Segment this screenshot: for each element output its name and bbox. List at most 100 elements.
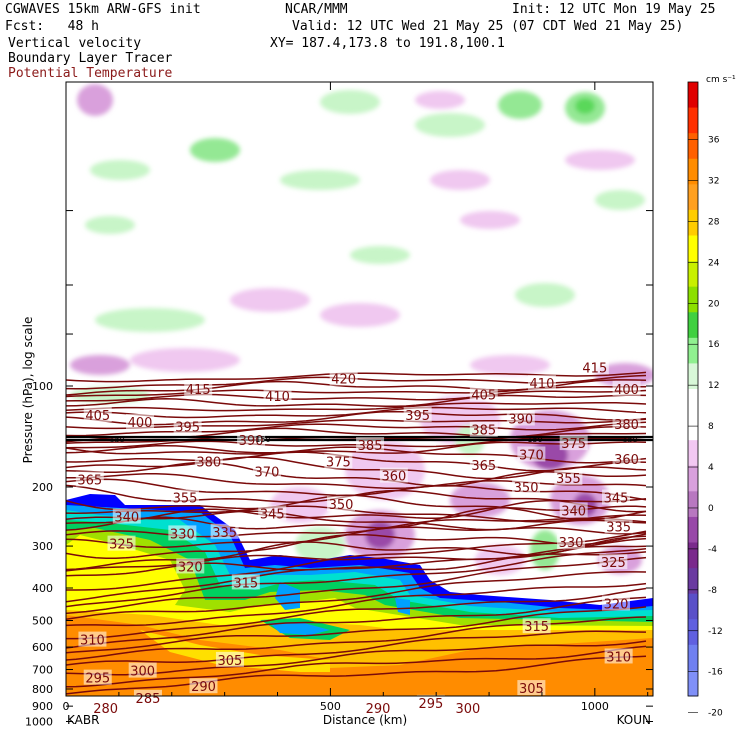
colorbar-label: -4	[708, 545, 717, 555]
isentrope-label-bg	[554, 469, 583, 485]
isentrope-label: 375	[561, 437, 586, 452]
isentrope-label: 320	[178, 560, 203, 575]
y-tick-label: 700	[32, 664, 53, 677]
x-axis: 0 500 1000	[63, 82, 649, 713]
colorbar-label: 36	[708, 136, 720, 146]
isentrope-label-bg	[263, 387, 292, 403]
init-time: Init: 12 UTC Mon 19 May 25	[512, 2, 716, 17]
colorbar-segment	[688, 82, 698, 109]
isentrope-label: 320	[604, 598, 629, 613]
colorbar-label: 16	[708, 340, 720, 350]
isentrope-label-bg	[215, 651, 244, 667]
tropopause-label: 150	[109, 435, 124, 444]
field-boundary-layer-tracer: Boundary Layer Tracer	[8, 51, 173, 66]
y-tick-label: 800	[32, 683, 53, 696]
x-right-endpoint: KOUN	[617, 713, 651, 727]
isentrope-label-bg	[612, 380, 641, 396]
isentrope-label-bg	[133, 689, 162, 705]
isentrope-label: 370	[519, 448, 544, 463]
isentrope	[66, 630, 647, 666]
isentrope-label-bg	[231, 574, 260, 590]
isentrope-label: 330	[170, 527, 195, 542]
y-tick-label: 300	[32, 540, 53, 553]
isentrope-label: 400	[128, 416, 153, 431]
isentrope-label: 385	[471, 424, 496, 439]
isentrope-label: 285	[136, 692, 161, 707]
isentrope	[66, 394, 647, 408]
isentrope-label-bg	[469, 421, 498, 437]
isentrope-label-bg	[170, 489, 199, 505]
isentrope-label-bg	[112, 508, 141, 524]
isentrope-label-bg	[506, 410, 535, 426]
isentrope-label-bg	[469, 457, 498, 473]
isentrope-label: 340	[114, 511, 139, 526]
isentrope-label: 410	[530, 377, 555, 392]
isentrope-label-bg	[379, 467, 408, 483]
field-vertical-velocity: Vertical velocity	[8, 36, 142, 51]
colorbar-segment	[688, 261, 698, 288]
isentrope-label-bg	[527, 375, 556, 391]
isentrope-label-bg	[194, 453, 223, 469]
isentrope	[66, 510, 647, 531]
isentrope-label: 325	[109, 538, 134, 553]
colorbar-label: 32	[708, 176, 719, 186]
isentrope-label-bg	[512, 478, 541, 494]
colorbar-segment	[688, 542, 698, 569]
colorbar-segment	[688, 107, 698, 134]
x-tick-label: 500	[320, 700, 341, 713]
colorbar-segment	[688, 670, 698, 697]
isentrope-label: 355	[173, 492, 198, 507]
isentrope-label: 370	[255, 466, 280, 481]
isentrope-label: 325	[601, 556, 626, 571]
x-tick-label: 1000	[581, 700, 609, 713]
colorbar-segment	[688, 644, 698, 671]
isentrope-label: 355	[556, 472, 581, 487]
isentrope	[66, 505, 647, 531]
isentrope-label-bg	[612, 450, 641, 466]
colorbar-label: 28	[708, 217, 720, 227]
isentrope-label: 295	[85, 672, 110, 687]
isentrope-label-bg	[173, 418, 202, 434]
isentrope	[66, 596, 647, 649]
y-tick-label: 600	[32, 641, 53, 654]
isentrope-label-bg	[364, 699, 393, 715]
colorbar-segment	[688, 619, 698, 646]
isentrope-label-bg	[559, 435, 588, 451]
isentrope-label: 360	[614, 453, 639, 468]
isentrope	[66, 389, 647, 402]
colorbar-segment	[688, 184, 698, 211]
isentrope-label: 400	[614, 383, 639, 398]
y-tick-label: 200	[32, 481, 53, 494]
isentrope	[66, 640, 647, 676]
isentrope-label-bg	[403, 406, 432, 422]
isentrope	[66, 494, 647, 521]
y-axis-title: Pressure (hPa), log scale	[21, 317, 35, 464]
isentrope-label: 380	[196, 456, 221, 471]
isentrope-label: 390	[239, 434, 264, 449]
colorbar-segment	[688, 414, 698, 441]
isentrope	[66, 645, 647, 688]
colorbar-label: 0	[708, 504, 714, 514]
isentrope	[66, 587, 647, 640]
colorbar-segment	[688, 440, 698, 467]
isentrope	[66, 418, 647, 430]
isentrope-label-bg	[176, 558, 205, 574]
colorbar: 36 32 28 24 20 16 12 8 4 0 -4 -8 -12 -16 -20	[687, 81, 723, 719]
isentrope-label-bg	[604, 518, 633, 534]
isentrope-label: 380	[614, 418, 639, 433]
isentrope-label-bg	[517, 680, 546, 696]
isentrope-label-bg	[168, 525, 197, 541]
isentrope-label: 295	[418, 697, 443, 712]
tropopause-label: 150	[255, 435, 270, 444]
isentrope-label: 335	[212, 526, 237, 541]
isentrope	[66, 446, 647, 464]
colorbar-segment	[688, 465, 698, 492]
isentrope	[66, 537, 647, 603]
isentrope-label: 415	[186, 383, 211, 398]
isentrope-label-bg	[210, 523, 239, 539]
isentrope-label: 395	[175, 420, 200, 435]
colorbar-unit: cm s⁻¹	[706, 75, 736, 85]
org-label: NCAR/MMM	[285, 2, 348, 17]
y-tick-label: 400	[32, 582, 53, 595]
